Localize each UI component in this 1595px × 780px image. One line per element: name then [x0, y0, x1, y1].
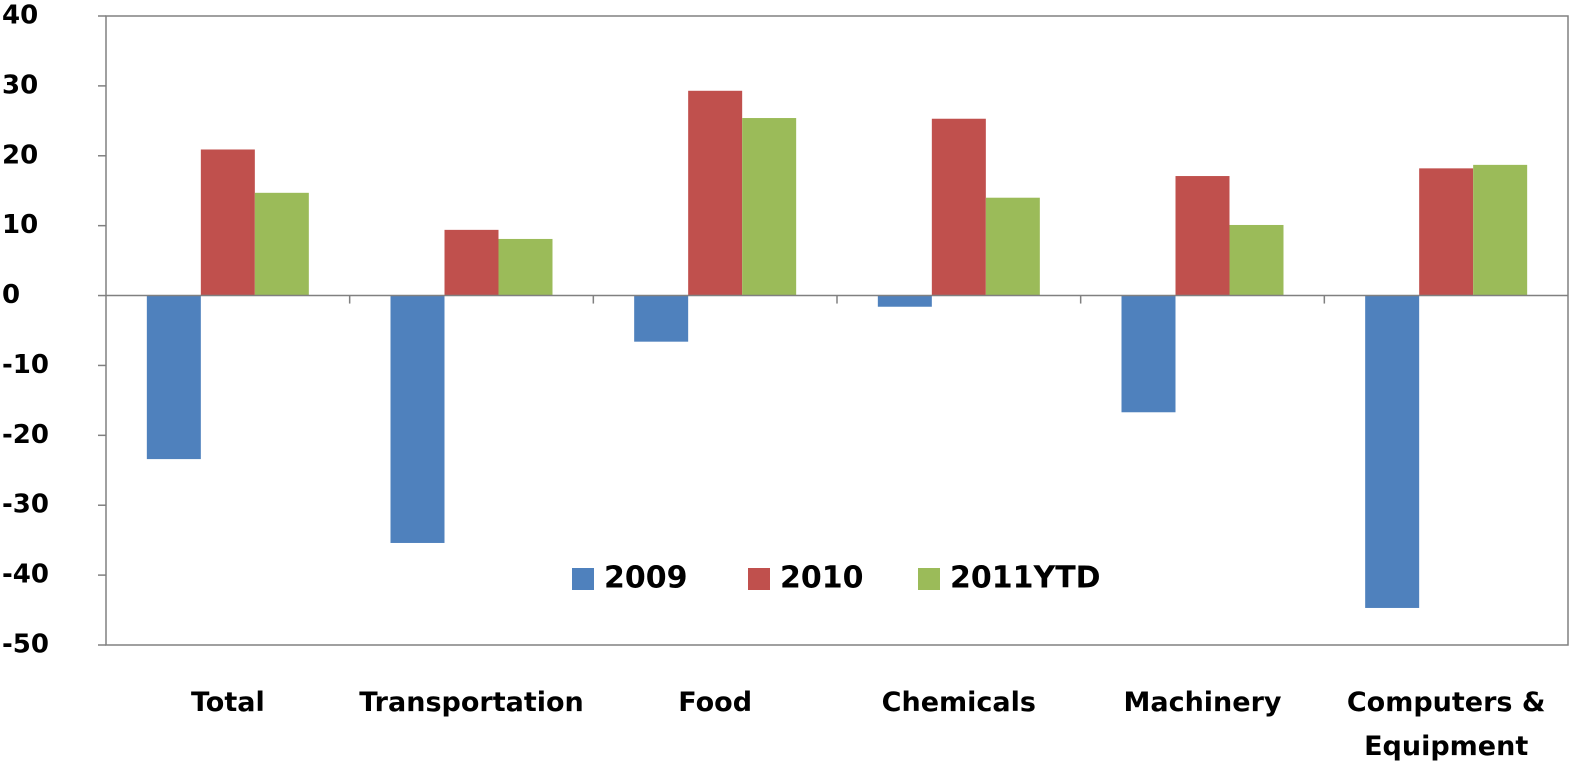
bar — [1229, 224, 1284, 296]
x-tick-label: Transportation — [359, 687, 584, 718]
bar — [1473, 164, 1528, 296]
bar — [254, 192, 309, 296]
bar — [634, 295, 689, 342]
plot-border — [105, 15, 1569, 646]
bar — [1175, 176, 1230, 296]
bar — [1419, 168, 1474, 296]
bar — [1365, 295, 1420, 608]
y-tick-label: -40 — [2, 560, 49, 590]
x-tick-label: Chemicals — [881, 687, 1036, 718]
y-tick-label: 40 — [2, 1, 38, 31]
bar — [1121, 295, 1176, 413]
y-tick-label: -10 — [2, 350, 49, 380]
bar — [200, 149, 255, 296]
x-tick-label: Machinery — [1123, 687, 1282, 718]
y-tick-label: -20 — [2, 420, 49, 450]
y-tick-label: 10 — [2, 210, 38, 240]
bar — [931, 118, 986, 296]
bar — [985, 197, 1040, 296]
bar — [444, 229, 499, 296]
legend-label: 2009 — [604, 561, 688, 596]
bar — [498, 238, 553, 296]
y-tick-label: 30 — [2, 70, 38, 100]
y-tick-label: -30 — [2, 490, 49, 520]
bar — [742, 118, 797, 296]
y-tick-label: 20 — [2, 140, 38, 170]
legend-label: 2011YTD — [950, 561, 1101, 596]
y-tick-label: 0 — [2, 280, 20, 310]
y-tick-label: -50 — [2, 630, 49, 660]
bar — [877, 295, 932, 307]
x-tick-label: Total — [190, 687, 265, 718]
x-tick-label: Computers & Equipment — [1346, 687, 1546, 762]
legend-label: 2010 — [780, 561, 864, 596]
bar — [390, 295, 445, 543]
x-tick-label: Food — [678, 687, 753, 718]
bar — [146, 295, 201, 460]
bar — [688, 90, 743, 296]
legend-swatch — [572, 568, 594, 590]
legend-swatch — [748, 568, 770, 590]
legend-swatch — [918, 568, 940, 590]
